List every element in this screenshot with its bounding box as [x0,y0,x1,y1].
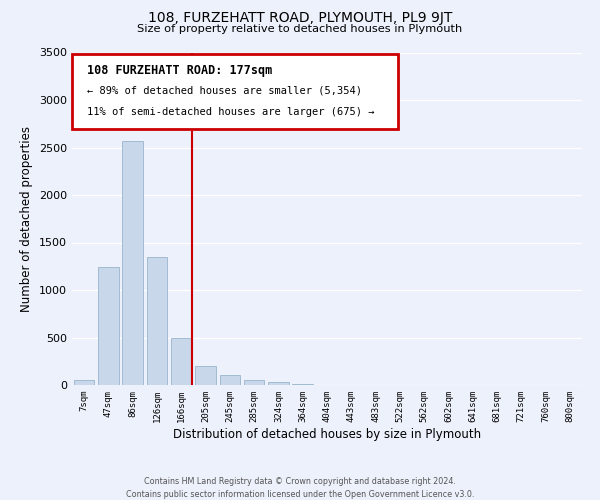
Bar [195,366,216,385]
Text: Size of property relative to detached houses in Plymouth: Size of property relative to detached ho… [137,24,463,34]
Bar [244,380,265,385]
Text: 108 FURZEHATT ROAD: 177sqm: 108 FURZEHATT ROAD: 177sqm [88,64,272,77]
Text: 11% of semi-detached houses are larger (675) →: 11% of semi-detached houses are larger (… [88,108,375,118]
Text: Contains HM Land Registry data © Crown copyright and database right 2024.
Contai: Contains HM Land Registry data © Crown c… [126,477,474,499]
FancyBboxPatch shape [72,54,398,129]
Text: 108, FURZEHATT ROAD, PLYMOUTH, PL9 9JT: 108, FURZEHATT ROAD, PLYMOUTH, PL9 9JT [148,11,452,25]
Bar [74,380,94,385]
X-axis label: Distribution of detached houses by size in Plymouth: Distribution of detached houses by size … [173,428,481,440]
Bar [146,257,167,385]
Y-axis label: Number of detached properties: Number of detached properties [20,126,34,312]
Bar [292,384,313,385]
Bar [220,374,240,385]
Bar [122,141,143,385]
Bar [98,267,119,385]
Bar [268,382,289,385]
Bar [171,338,191,385]
Text: ← 89% of detached houses are smaller (5,354): ← 89% of detached houses are smaller (5,… [88,86,362,96]
